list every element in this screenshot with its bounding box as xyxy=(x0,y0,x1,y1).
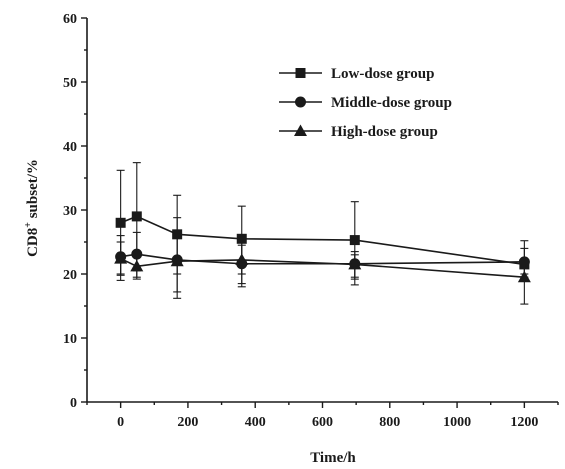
data-point-triangle xyxy=(235,253,249,265)
x-tick-label: 1200 xyxy=(510,415,538,430)
y-tick-label: 40 xyxy=(63,140,77,155)
legend: Low-dose group Middle-dose group High-dose… xyxy=(279,66,452,140)
legend-label-square: Low-dose group xyxy=(331,66,435,82)
x-tick-label: 800 xyxy=(379,415,400,430)
data-point-triangle xyxy=(114,252,128,264)
legend-label-triangle: High-dose group xyxy=(331,124,438,140)
legend-marker-circle xyxy=(295,96,306,108)
legend-marker-square xyxy=(295,68,306,78)
data-point-square xyxy=(349,235,360,246)
y-tick-label: 20 xyxy=(63,268,77,283)
data-point-triangle xyxy=(130,259,144,272)
y-tick-label: 10 xyxy=(63,332,77,347)
data-point-triangle xyxy=(170,254,184,267)
x-axis-title: Time/h xyxy=(310,450,356,466)
axes: 0 200 400 600 800 1000 1200 0 10 20 30 40 50 60 xyxy=(63,12,559,430)
series-markers xyxy=(114,211,531,283)
legend-marker-triangle xyxy=(294,124,307,136)
y-axis-title: CD8+ subset/% xyxy=(23,159,41,257)
x-tick-label: 200 xyxy=(177,415,198,430)
x-tick-label: 0 xyxy=(117,415,124,430)
data-point-triangle xyxy=(348,257,362,270)
y-axis-title-rest: subset/% xyxy=(25,159,41,222)
data-point-triangle xyxy=(517,270,531,283)
y-tick-label: 30 xyxy=(63,204,77,219)
x-tick-label: 400 xyxy=(245,415,266,430)
y-tick-label: 60 xyxy=(63,12,77,27)
data-point-square xyxy=(172,229,183,240)
y-tick-label: 0 xyxy=(70,396,77,411)
y-tick-label: 50 xyxy=(63,76,77,91)
y-axis-title-superscript: + xyxy=(23,222,34,228)
data-point-square xyxy=(115,217,126,228)
x-tick-label: 1000 xyxy=(443,415,471,430)
legend-label-circle: Middle-dose group xyxy=(331,95,452,111)
data-point-square xyxy=(236,233,247,244)
data-point-square xyxy=(131,211,142,222)
data-point-circle xyxy=(131,248,143,260)
data-point-circle xyxy=(518,256,530,268)
x-tick-label: 600 xyxy=(312,415,333,430)
series-lines xyxy=(120,215,525,278)
y-axis-title-main: CD8 xyxy=(25,228,41,257)
